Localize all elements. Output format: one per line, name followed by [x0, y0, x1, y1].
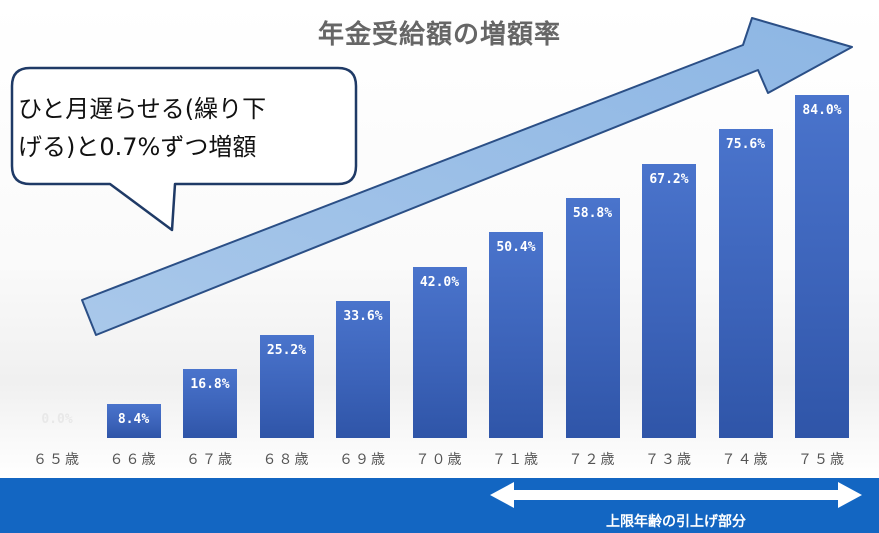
bar-series: 0.0% 8.4% 16.8% 25.2% 33.6% 42.0% 50.4% 58.8% 67… [41, 95, 849, 438]
x-tick-label-9: ７４歳 [721, 452, 770, 468]
bar-6 [489, 232, 543, 438]
bar-2 [183, 369, 237, 438]
bar-value-label-2: 16.8% [190, 377, 230, 393]
callout-line-1: ひと月遅らせる(繰り下 [18, 95, 267, 123]
bar-value-label-6: 50.4% [496, 240, 536, 256]
x-tick-label-1: ６６歳 [109, 452, 158, 468]
bar-value-label-9: 75.6% [725, 137, 766, 153]
bar-1 [106, 403, 161, 438]
x-tick-label-7: ７２歳 [568, 452, 617, 468]
bar-value-label-1: 8.4% [117, 411, 150, 427]
bar-3 [259, 335, 314, 438]
x-tick-label-4: ６９歳 [339, 452, 387, 468]
bar-5 [412, 266, 467, 438]
footer-band: 上限年齢の引上げ部分 [0, 478, 879, 533]
footer-label: 上限年齢の引上げ部分 [606, 514, 746, 530]
bar-value-label-4: 33.6% [343, 308, 383, 324]
x-tick-label-0: ６５歳 [33, 452, 81, 468]
bar-7 [565, 197, 620, 438]
x-tick-label-8: ７３歳 [645, 452, 693, 468]
bar-value-label-8: 67.2% [649, 171, 689, 187]
callout-text: ひと月遅らせる(繰り下 げる)と0.7%ずつ増額 [18, 90, 348, 166]
x-tick-label-3: ６８歳 [262, 452, 311, 468]
x-tick-label-2: ６７歳 [186, 452, 234, 468]
bar-value-label-3: 25.2% [266, 343, 307, 359]
x-tick-label-6: ７１歳 [492, 452, 540, 468]
bar-value-label-10: 84.0% [802, 103, 842, 118]
callout-line-2: げる)と0.7%ずつ増額 [18, 133, 257, 161]
bar-value-label-0: 0.0% [41, 412, 73, 427]
bar-value-label-5: 42.0% [419, 274, 460, 290]
bar-8 [642, 163, 696, 438]
bar-10 [795, 95, 849, 438]
x-tick-label-5: ７０歳 [415, 452, 464, 468]
x-tick-label-10: ７５歳 [798, 452, 846, 468]
bar-value-label-7: 58.8% [572, 205, 613, 221]
double-arrow-icon [490, 482, 862, 508]
bar-9 [718, 129, 773, 438]
